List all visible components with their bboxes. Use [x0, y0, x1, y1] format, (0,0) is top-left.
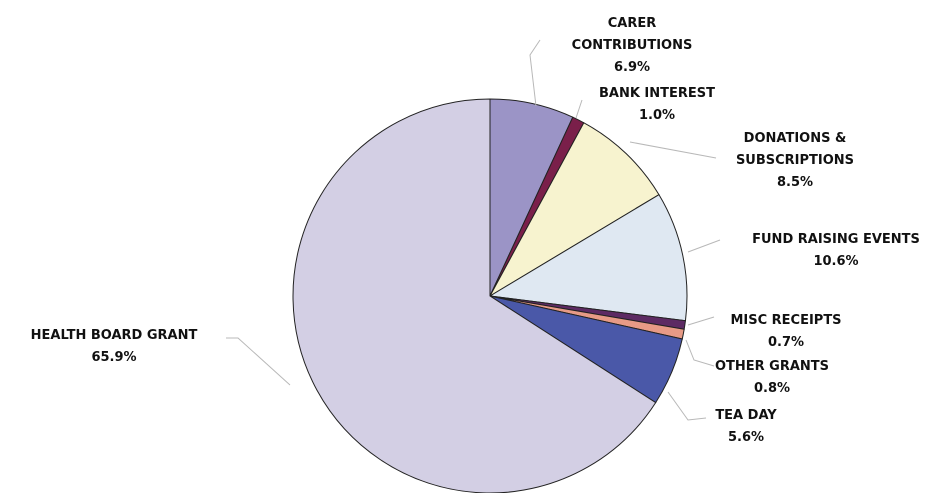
pie-slice-health-board-grant [292, 98, 657, 493]
leader-other-grants [685, 339, 715, 367]
slice-value-label: 65.9% [91, 350, 136, 365]
slice-value-label: 10.6% [813, 254, 858, 269]
slice-label-line: SUBSCRIPTIONS [736, 153, 854, 168]
slice-label-carer-contributions: CARER CONTRIBUTIONS 6.9% [572, 16, 693, 75]
slice-label-line: DONATIONS & [744, 131, 847, 146]
slice-label-line: CONTRIBUTIONS [572, 38, 693, 53]
leader-health-board [226, 337, 291, 386]
slice-value-label: 0.7% [768, 335, 804, 350]
slice-value-label: 6.9% [614, 60, 650, 75]
slice-label-line: OTHER GRANTS [715, 359, 829, 374]
slice-label-line: BANK INTEREST [599, 86, 715, 101]
label-leader-lines [226, 39, 721, 421]
pie-slice-fund-raising-events [488, 193, 688, 322]
leader-donations [629, 141, 717, 159]
leader-fund-raising [687, 239, 721, 253]
slice-label-misc-receipts: MISC RECEIPTS 0.7% [730, 313, 841, 350]
slice-label-donations-subscriptions: DONATIONS & SUBSCRIPTIONS 8.5% [736, 131, 854, 190]
slice-label-tea-day: TEA DAY 5.6% [715, 408, 777, 445]
slice-value-label: 1.0% [639, 108, 675, 123]
pie-slice-donations-subscriptions [488, 122, 660, 298]
pie-slices [292, 98, 688, 493]
leader-misc-receipts [687, 316, 715, 326]
slice-label-line: MISC RECEIPTS [730, 313, 841, 328]
slice-label-health-board-grant: HEALTH BOARD GRANT 65.9% [31, 328, 198, 365]
slice-label-line: CARER [608, 16, 657, 31]
slice-value-label: 5.6% [728, 430, 764, 445]
slice-label-fund-raising-events: FUND RAISING EVENTS 10.6% [752, 232, 920, 269]
slice-value-label: 8.5% [777, 175, 813, 190]
slice-value-label: 0.8% [754, 381, 790, 396]
leader-tea-day [667, 391, 707, 421]
leader-bank-interest [575, 99, 583, 119]
slice-label-line: TEA DAY [715, 408, 777, 423]
slice-label-other-grants: OTHER GRANTS 0.8% [715, 359, 829, 396]
slice-label-bank-interest: BANK INTEREST 1.0% [599, 86, 715, 123]
slice-label-line: HEALTH BOARD GRANT [31, 328, 198, 343]
slice-label-line: FUND RAISING EVENTS [752, 232, 920, 247]
leader-carer-contributions [529, 39, 541, 107]
